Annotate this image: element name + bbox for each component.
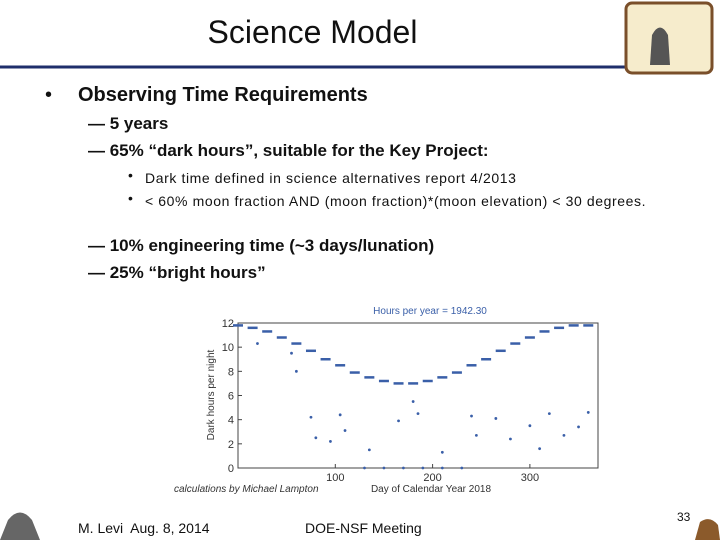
- data-point: [460, 466, 464, 470]
- footer-author: M. Levi Aug. 8, 2014: [78, 520, 210, 536]
- footer-meeting: DOE-NSF Meeting: [305, 520, 422, 536]
- data-point: [494, 417, 498, 420]
- bullet-text: — 10% engineering time (~3 days/lunation…: [88, 236, 435, 255]
- y-tick-label: 4: [228, 415, 234, 427]
- data-point: [547, 412, 551, 416]
- data-point: [382, 466, 386, 470]
- x-axis-label: Day of Calendar Year 2018: [371, 484, 492, 495]
- data-point: [363, 466, 366, 470]
- data-point: [440, 466, 444, 470]
- data-point: [294, 369, 298, 373]
- bullet-text: — 25% “bright hours”: [88, 263, 266, 282]
- y-tick-label: 0: [228, 463, 234, 475]
- data-point: [470, 414, 473, 418]
- data-point: [509, 437, 512, 441]
- x-tick-label: 100: [326, 472, 344, 484]
- data-point: [586, 411, 590, 414]
- data-point: [416, 412, 420, 416]
- x-tick-label: 300: [521, 472, 539, 484]
- data-point: [329, 440, 332, 443]
- corner-logo: [695, 519, 720, 540]
- data-point: [402, 466, 405, 470]
- bullet-text: < 60% moon fraction AND (moon fraction)*…: [145, 193, 647, 209]
- y-tick-label: 12: [222, 318, 234, 330]
- data-point: [343, 429, 347, 432]
- data-point: [314, 436, 318, 440]
- slide-title: Science Model: [207, 14, 418, 50]
- y-tick-label: 2: [228, 439, 234, 451]
- bullet-marker: •: [128, 190, 133, 206]
- data-point: [440, 450, 444, 454]
- bullet-marker: •: [45, 84, 53, 106]
- data-point: [338, 413, 342, 417]
- y-tick-label: 10: [222, 342, 234, 354]
- data-point: [538, 447, 542, 451]
- y-tick-label: 6: [228, 391, 234, 403]
- data-point: [290, 351, 293, 355]
- data-point: [397, 419, 400, 423]
- page-number: 33: [677, 510, 691, 524]
- data-point: [577, 425, 580, 429]
- y-axis-label: Dark hours per night: [206, 349, 217, 440]
- data-point: [474, 433, 478, 437]
- bullet-text: — 5 years: [88, 114, 169, 133]
- chart-title: Hours per year = 1942.30: [373, 306, 487, 317]
- logo: [624, 1, 714, 75]
- x-tick-label: 200: [423, 472, 441, 484]
- bullet-marker: •: [128, 167, 133, 183]
- bullet-text: Observing Time Requirements: [78, 84, 368, 106]
- data-point: [367, 448, 371, 452]
- bullet-text: — 65% “dark hours”, suitable for the Key…: [88, 141, 489, 160]
- data-point: [562, 433, 566, 437]
- data-point: [256, 342, 259, 345]
- data-point: [411, 400, 415, 403]
- annotation: calculations by Michael Lampton: [174, 484, 319, 495]
- data-point: [528, 424, 532, 428]
- data-point: [421, 466, 425, 470]
- corner-logo: [0, 512, 40, 540]
- y-tick-label: 8: [228, 366, 234, 378]
- logo-figure: [650, 27, 670, 65]
- bullet-text: Dark time defined in science alternative…: [145, 170, 517, 186]
- data-point: [309, 415, 313, 419]
